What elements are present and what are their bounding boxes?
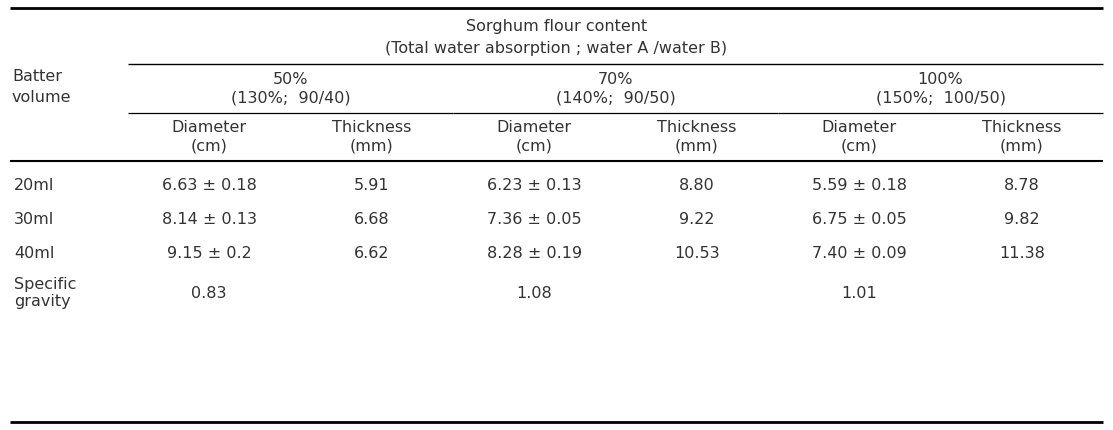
Text: 9.82: 9.82: [1004, 212, 1040, 227]
Text: (cm): (cm): [840, 138, 878, 154]
Text: 6.23 ± 0.13: 6.23 ± 0.13: [487, 178, 582, 194]
Text: 1.08: 1.08: [516, 286, 552, 301]
Text: 6.75 ± 0.05: 6.75 ± 0.05: [811, 212, 907, 227]
Text: Sorghum flour content: Sorghum flour content: [466, 18, 647, 34]
Text: (cm): (cm): [190, 138, 228, 154]
Text: Thickness: Thickness: [657, 120, 737, 135]
Text: Diameter: Diameter: [821, 120, 897, 135]
Text: 8.14 ± 0.13: 8.14 ± 0.13: [161, 212, 257, 227]
Text: 10.53: 10.53: [674, 246, 720, 261]
Text: (mm): (mm): [999, 138, 1044, 154]
Text: 6.63 ± 0.18: 6.63 ± 0.18: [161, 178, 257, 194]
Text: (cm): (cm): [515, 138, 553, 154]
Text: 8.28 ± 0.19: 8.28 ± 0.19: [486, 246, 582, 261]
Text: (150%;  100/50): (150%; 100/50): [876, 90, 1005, 105]
Text: 9.15 ± 0.2: 9.15 ± 0.2: [167, 246, 252, 261]
Text: Diameter: Diameter: [496, 120, 572, 135]
Text: 0.83: 0.83: [191, 286, 227, 301]
Text: Diameter: Diameter: [171, 120, 247, 135]
Text: (140%;  90/50): (140%; 90/50): [555, 90, 676, 105]
Text: (mm): (mm): [349, 138, 394, 154]
Text: (130%;  90/40): (130%; 90/40): [230, 90, 351, 105]
Text: 5.59 ± 0.18: 5.59 ± 0.18: [811, 178, 907, 194]
Text: 9.22: 9.22: [679, 212, 715, 227]
Text: Batter
volume: Batter volume: [12, 69, 71, 105]
Text: 11.38: 11.38: [998, 246, 1045, 261]
Text: 5.91: 5.91: [354, 178, 390, 194]
Text: Thickness: Thickness: [332, 120, 412, 135]
Text: 70%: 70%: [598, 73, 633, 87]
Text: 7.40 ± 0.09: 7.40 ± 0.09: [811, 246, 907, 261]
Text: 8.80: 8.80: [679, 178, 715, 194]
Text: 1.01: 1.01: [841, 286, 877, 301]
Text: 7.36 ± 0.05: 7.36 ± 0.05: [487, 212, 582, 227]
Text: Specific
gravity: Specific gravity: [14, 277, 77, 309]
Text: 30ml: 30ml: [14, 212, 55, 227]
Text: Thickness: Thickness: [982, 120, 1062, 135]
Text: 8.78: 8.78: [1004, 178, 1040, 194]
Text: 50%: 50%: [273, 73, 308, 87]
Text: (mm): (mm): [674, 138, 719, 154]
Text: 6.62: 6.62: [354, 246, 390, 261]
Text: 20ml: 20ml: [14, 178, 55, 194]
Text: (Total water absorption ; water A /water B): (Total water absorption ; water A /water…: [385, 40, 728, 55]
Text: 6.68: 6.68: [354, 212, 390, 227]
Text: 100%: 100%: [917, 73, 964, 87]
Text: 40ml: 40ml: [14, 246, 55, 261]
